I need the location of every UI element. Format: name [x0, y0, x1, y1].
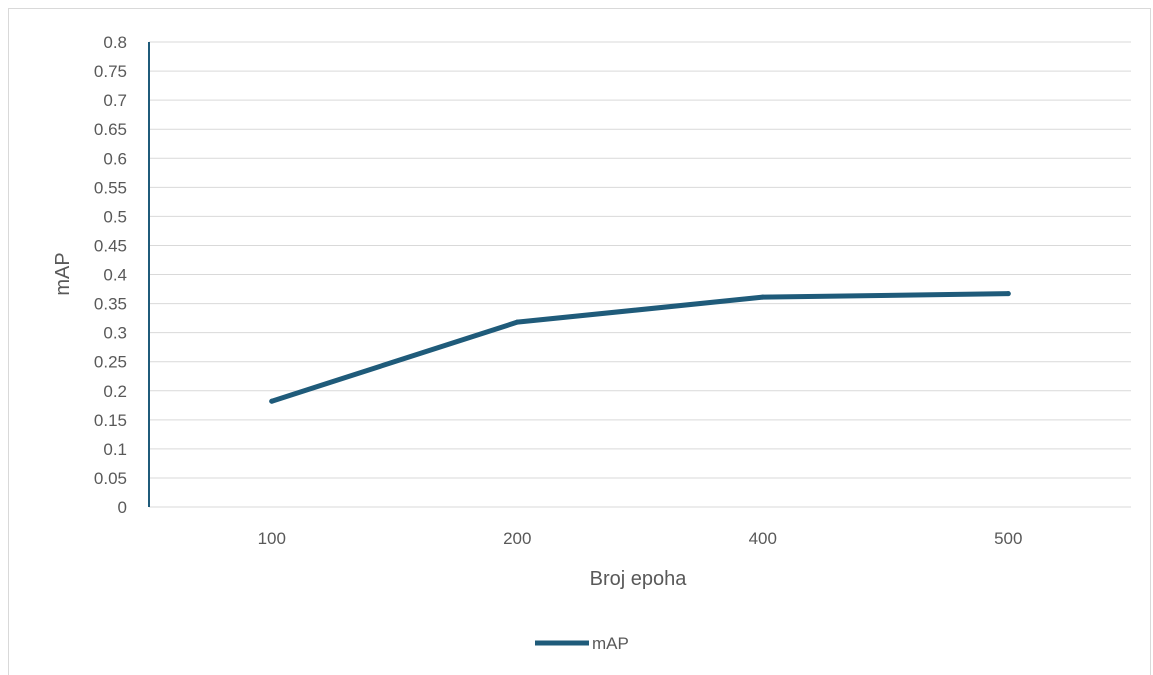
data-point: [269, 398, 275, 404]
series-group: [269, 291, 1011, 404]
x-axis-title: Broj epoha: [590, 568, 688, 590]
y-tick-label: 0.6: [103, 149, 127, 168]
data-point: [514, 319, 520, 325]
y-tick-label: 0.3: [103, 324, 127, 343]
y-axis-title: mAP: [52, 252, 74, 295]
y-tick-label: 0.65: [94, 120, 127, 139]
x-tick-label: 400: [749, 529, 777, 548]
grid-lines: [149, 41, 1131, 508]
y-tick-label: 0: [118, 498, 127, 517]
data-point: [760, 294, 766, 300]
y-tick-label: 0.7: [103, 91, 127, 110]
data-point: [1005, 291, 1011, 297]
y-tick-label: 0.8: [103, 33, 127, 52]
y-tick-label: 0.45: [94, 236, 127, 255]
y-tick-label: 0.2: [103, 382, 127, 401]
legend: mAP: [535, 634, 629, 653]
y-tick-label: 0.1: [103, 440, 127, 459]
y-tick-labels: 0 0.05 0.1 0.15 0.2 0.25 0.3 0.35 0.4 0.45 0.5 0.55…: [94, 33, 127, 517]
y-tick-label: 0.75: [94, 62, 127, 81]
y-tick-label: 0.15: [94, 411, 127, 430]
legend-label-mAP: mAP: [592, 634, 629, 653]
chart-frame: [8, 8, 1151, 675]
x-tick-label: 100: [258, 529, 286, 548]
y-tick-label: 0.4: [103, 266, 127, 285]
y-tick-label: 0.05: [94, 469, 127, 488]
x-tick-label: 500: [994, 529, 1022, 548]
x-tick-labels: 100 200 400 500: [258, 529, 1023, 548]
x-tick-label: 200: [503, 529, 531, 548]
y-tick-label: 0.55: [94, 178, 127, 197]
y-tick-label: 0.35: [94, 295, 127, 314]
y-tick-label: 0.5: [103, 207, 127, 226]
series-line-mAP: [269, 291, 1011, 404]
y-tick-label: 0.25: [94, 353, 127, 372]
